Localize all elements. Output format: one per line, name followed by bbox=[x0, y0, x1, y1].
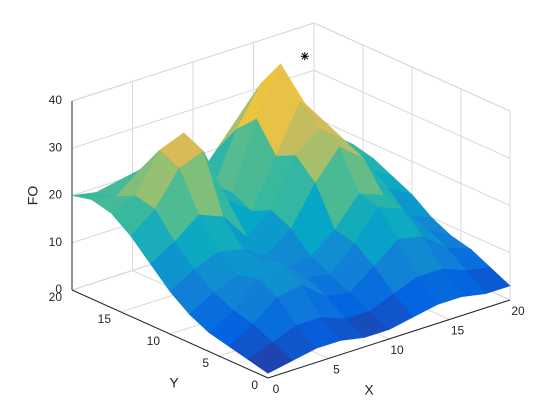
peak-marker bbox=[300, 52, 309, 61]
y-tick-label: 10 bbox=[147, 334, 161, 348]
z-tick-label: 10 bbox=[49, 235, 63, 249]
z-axis-label: FO bbox=[25, 186, 41, 206]
z-tick-label: 0 bbox=[55, 282, 62, 296]
z-tick-label: 20 bbox=[49, 188, 63, 202]
y-tick-label: 0 bbox=[251, 378, 258, 392]
x-tick-label: 0 bbox=[273, 382, 280, 396]
x-tick-label: 5 bbox=[333, 363, 340, 377]
x-tick-label: 10 bbox=[390, 343, 404, 357]
y-tick-label: 5 bbox=[202, 356, 209, 370]
y-axis bbox=[71, 289, 269, 379]
x-tick-label: 20 bbox=[511, 304, 525, 318]
y-tick-label: 15 bbox=[98, 312, 112, 326]
z-tick-label: 30 bbox=[49, 140, 63, 154]
x-axis bbox=[267, 299, 511, 379]
y-axis-label: Y bbox=[169, 375, 179, 391]
y-tick-label: 20 bbox=[49, 290, 63, 304]
surface-patch bbox=[247, 342, 293, 374]
x-tick-label: 15 bbox=[451, 324, 465, 338]
x-axis-label: X bbox=[364, 382, 374, 398]
z-tick-label: 40 bbox=[49, 93, 63, 107]
